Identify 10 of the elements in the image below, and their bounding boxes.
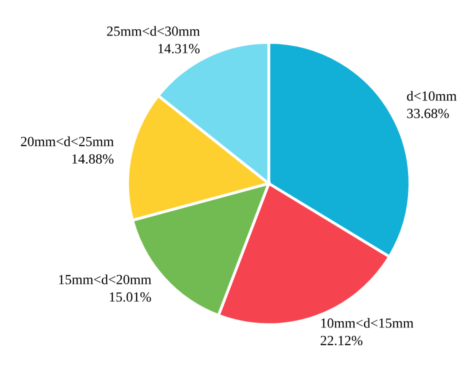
data-label: 14.88% bbox=[72, 154, 114, 164]
slice-label: 10mm<d<15mm bbox=[321, 318, 414, 328]
data-label: 15.01% bbox=[110, 292, 151, 302]
slice-label: 25mm<d<30mm bbox=[107, 26, 200, 36]
data-label: 33.68% bbox=[407, 108, 449, 118]
data-label: 14.31% bbox=[158, 44, 200, 54]
slice-label: d<10mm bbox=[407, 90, 457, 101]
slice-label: 20mm<d<25mm bbox=[20, 136, 114, 146]
data-label: 22.12% bbox=[320, 336, 362, 346]
slice-label: 15mm<d<20mm bbox=[59, 274, 152, 284]
